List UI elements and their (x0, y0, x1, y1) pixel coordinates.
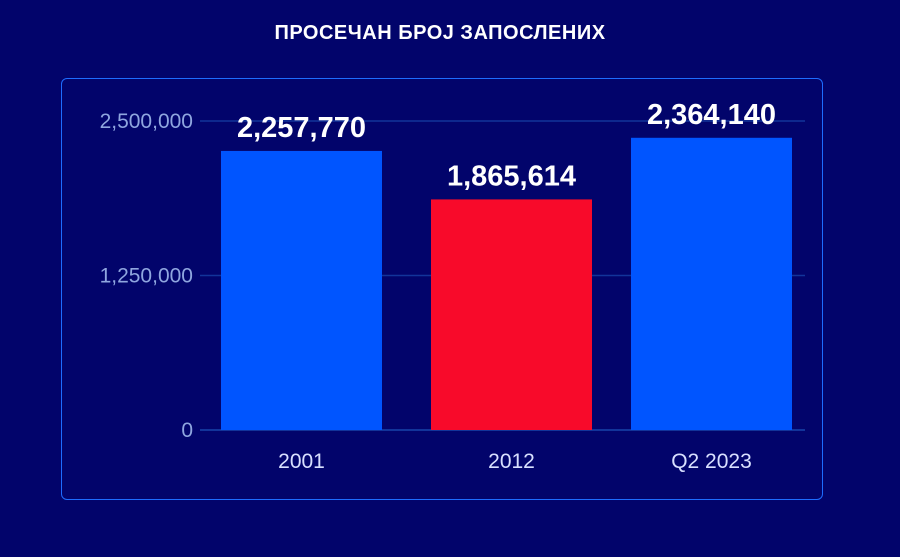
x-tick-label: 2012 (488, 450, 535, 473)
x-tick-label: 2001 (278, 450, 325, 473)
bar (431, 199, 592, 430)
bar-value-label: 2,364,140 (647, 99, 776, 131)
chart-title: ПРОСЕЧАН БРОЈ ЗАПОСЛЕНИХ (274, 22, 606, 44)
x-tick-label: Q2 2023 (671, 450, 752, 473)
y-tick-label: 0 (181, 419, 193, 442)
chart-panel (61, 78, 823, 500)
y-tick-label: 1,250,000 (100, 265, 193, 288)
y-tick-label: 2,500,000 (100, 110, 193, 133)
bar-value-label: 2,257,770 (237, 112, 366, 144)
bar-value-label: 1,865,614 (447, 160, 576, 192)
bar (631, 137, 792, 430)
bar (221, 150, 382, 430)
